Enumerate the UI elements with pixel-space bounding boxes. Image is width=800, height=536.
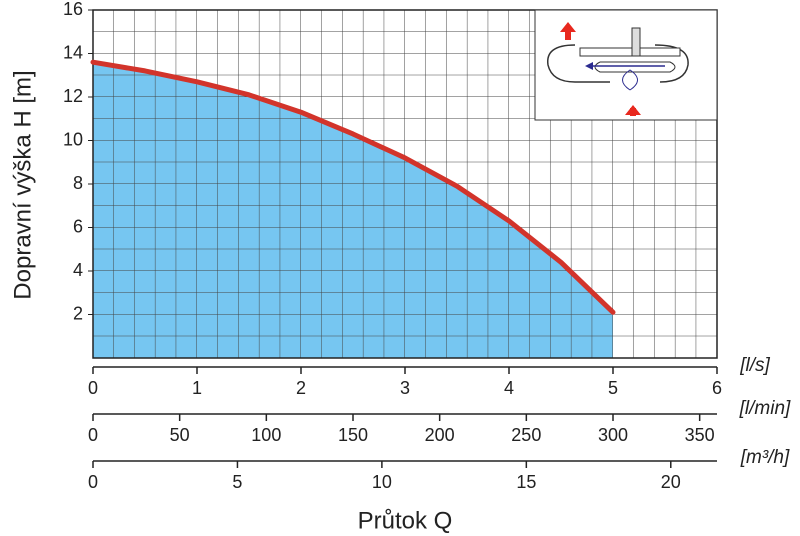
x-axis-tick-label: 5 [608,378,618,398]
flow-arrow [585,62,593,70]
x-axis-tick-label: 6 [712,378,722,398]
x-unit: [l/s] [739,355,770,376]
x2-axis-tick-label: 100 [251,425,281,445]
x-axis-tick-label: 0 [88,378,98,398]
y-tick-label: 4 [73,260,83,280]
casing [654,44,689,83]
x3-unit: [m³/h] [740,447,790,468]
y-tick-label: 12 [63,86,83,106]
y-tick-label: 10 [63,129,83,149]
x-axis-label: Průtok Q [358,507,453,534]
y-axis-label: Dopravní výška H [m] [9,70,36,299]
impeller [579,47,681,57]
x2-axis-tick-label: 250 [511,425,541,445]
casing [547,44,610,83]
x2-axis-tick-label: 50 [170,425,190,445]
y-tick-label: 8 [73,173,83,193]
y-tick-label: 2 [73,303,83,323]
y-tick-label: 6 [73,216,83,236]
x3-axis-tick-label: 10 [372,472,392,492]
x3-axis-tick-label: 20 [661,472,681,492]
x2-axis-tick-label: 150 [338,425,368,445]
outlet-arrow [560,22,576,40]
inlet-arrow [630,108,636,116]
swirl [622,69,638,91]
x2-axis-tick-label: 200 [425,425,455,445]
x2-unit: [l/min] [739,398,791,419]
x3-axis-tick-label: 5 [232,472,242,492]
x2-axis-tick-label: 350 [685,425,715,445]
y-tick-label: 16 [63,0,83,19]
y-tick-label: 14 [63,42,83,62]
x-axis-tick-label: 4 [504,378,514,398]
x-axis-tick-label: 3 [400,378,410,398]
x-axis-tick-label: 2 [296,378,306,398]
shaft [631,27,641,57]
x3-axis-tick-label: 0 [88,472,98,492]
x2-axis-tick-label: 300 [598,425,628,445]
inset-frame [534,9,718,121]
x2-axis-tick-label: 0 [88,425,98,445]
line [90,59,616,315]
x3-axis-tick-label: 15 [516,472,536,492]
x-axis-tick-label: 1 [192,378,202,398]
pump-diagram [534,9,718,121]
